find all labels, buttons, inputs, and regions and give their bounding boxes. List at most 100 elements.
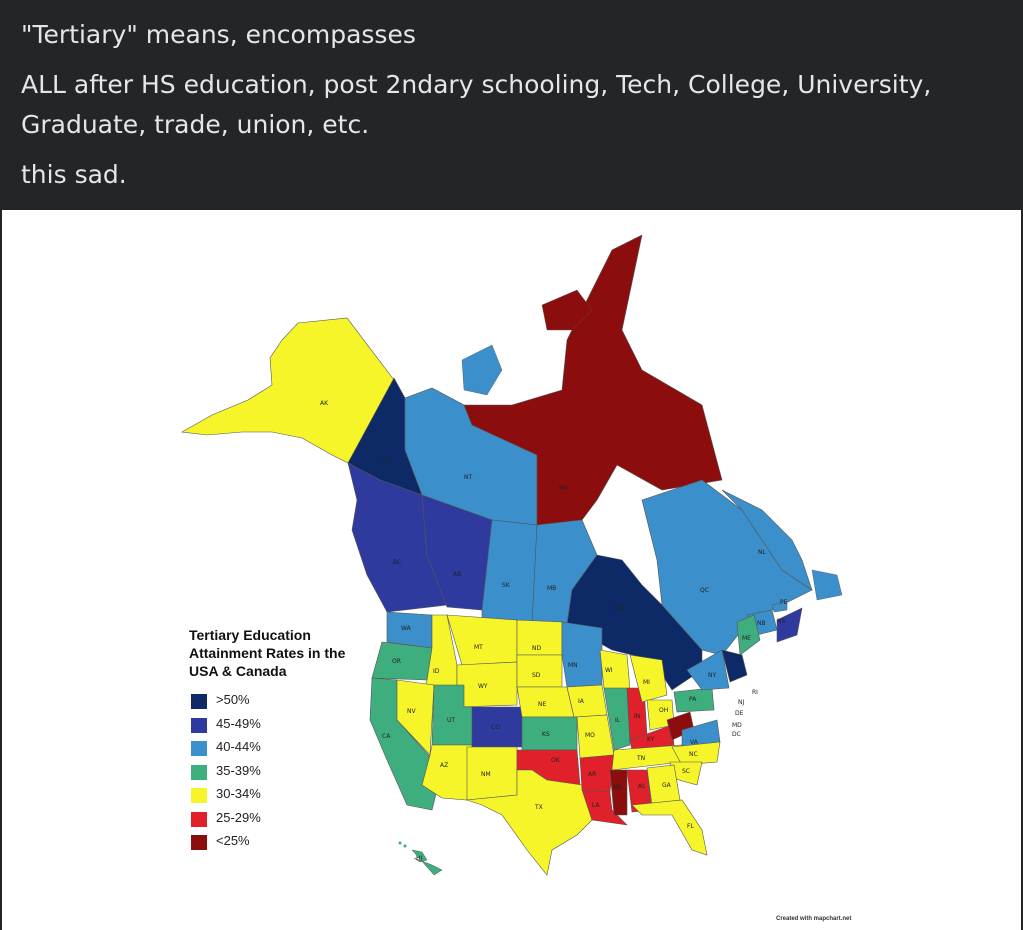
label-wy: WY	[478, 683, 488, 690]
post-line-2: ALL after HS education, post 2ndary scho…	[21, 70, 932, 99]
label-wi: WI	[605, 667, 613, 674]
legend-label: <25%	[216, 833, 250, 848]
region-ia	[566, 684, 608, 718]
label-ne: NE	[538, 701, 546, 708]
label-md: MD	[732, 722, 742, 729]
post-line-3: Graduate, trade, union, etc.	[21, 110, 370, 139]
legend-item: 25-29%	[189, 808, 389, 832]
label-tx: TX	[534, 804, 543, 811]
label-mi: MI	[643, 679, 650, 686]
region-fl	[631, 799, 708, 856]
label-az: AZ	[440, 762, 448, 769]
label-yt: YT	[381, 458, 390, 465]
legend-item: >50%	[189, 690, 389, 714]
label-ri: RI	[752, 689, 758, 696]
region-ne-states	[721, 649, 748, 683]
label-co: CO	[491, 724, 500, 731]
region-ms	[609, 769, 628, 816]
label-hi: HI	[416, 855, 423, 862]
label-sc: SC	[682, 768, 690, 775]
legend-swatch	[191, 811, 207, 827]
region-mt	[446, 614, 518, 666]
region-pa	[673, 687, 715, 713]
label-mb: MB	[547, 585, 556, 592]
legend-swatch	[191, 835, 207, 850]
label-al: AL	[638, 783, 646, 790]
region-tx	[466, 769, 593, 876]
legend-swatch	[191, 717, 207, 733]
label-ab: AB	[453, 571, 461, 578]
map-credit: Created with mapchart.net	[776, 916, 852, 922]
label-qc: QC	[700, 587, 709, 594]
region-mi	[629, 654, 668, 703]
label-nt: NT	[464, 474, 472, 481]
legend-title-line-2: Attainment Rates in the	[189, 645, 346, 661]
label-nj: NJ	[738, 699, 744, 706]
legend-label: 25-29%	[216, 809, 261, 825]
legend-title-line-1: Tertiary Education	[189, 627, 311, 643]
legend-item: <25%	[189, 831, 389, 855]
region-ny	[686, 649, 730, 691]
region-ar	[579, 754, 615, 793]
region-nu-islands	[541, 289, 593, 331]
map-image[interactable]: AK YT NT NU BC AB SK MB ON QC NL PE NS N…	[2, 210, 1021, 930]
label-mt: MT	[474, 644, 483, 651]
legend-item: 40-44%	[189, 737, 389, 761]
legend-item: 35-39%	[189, 761, 389, 785]
label-nl: NL	[758, 549, 766, 556]
label-nm: NM	[481, 771, 491, 778]
region-nl	[721, 489, 813, 591]
region-nm	[466, 746, 518, 801]
region-nl-island	[811, 569, 843, 601]
label-ny: NY	[708, 672, 716, 679]
label-il: IL	[615, 717, 621, 724]
label-ia: IA	[578, 698, 585, 705]
legend-title-line-3: USA & Canada	[189, 663, 287, 679]
label-nc: NC	[689, 751, 698, 758]
label-ks: KS	[542, 731, 550, 738]
label-nb: NB	[757, 620, 766, 627]
region-il	[603, 687, 631, 751]
region-ns	[776, 607, 803, 643]
label-ut: UT	[447, 717, 455, 724]
map-svg: AK YT NT NU BC AB SK MB ON QC NL PE NS N…	[181, 234, 843, 876]
legend-label: >50%	[216, 692, 250, 707]
label-in: IN	[634, 713, 640, 720]
label-ns: NS	[777, 618, 785, 625]
legend-swatch	[191, 741, 207, 756]
legend-label: 35-39%	[216, 762, 261, 778]
label-or: OR	[392, 658, 401, 665]
map-legend: Tertiary Education Attainment Rates in t…	[189, 626, 389, 855]
label-de: DE	[735, 710, 744, 717]
region-hi	[411, 849, 443, 876]
legend-swatch	[191, 764, 207, 780]
label-nu: NU	[559, 485, 568, 492]
label-mn: MN	[568, 662, 578, 669]
region-pe	[771, 601, 788, 613]
label-dc: DC	[732, 731, 741, 738]
label-nd: ND	[532, 645, 541, 652]
legend-label: 30-34%	[216, 786, 261, 801]
region-mn	[561, 621, 603, 688]
label-pa: PA	[689, 696, 697, 703]
region-hi-dot-1	[398, 841, 402, 845]
label-ok: OK	[551, 757, 561, 764]
label-sd: SD	[532, 672, 541, 679]
region-nt-islands	[461, 344, 503, 396]
legend-swatch	[191, 694, 207, 709]
region-ab	[421, 494, 493, 611]
label-on: ON	[615, 605, 624, 612]
post-line-4: this sad.	[21, 160, 127, 189]
label-ar: AR	[588, 771, 596, 778]
post-line-1: "Tertiary" means, encompasses	[21, 20, 416, 49]
label-bc: BC	[393, 559, 401, 566]
label-pe: PE	[780, 599, 788, 606]
region-nc	[671, 741, 721, 766]
label-ky: KY	[647, 736, 655, 743]
label-sk: SK	[502, 582, 511, 589]
label-me: ME	[742, 635, 751, 642]
label-fl: FL	[687, 823, 694, 830]
label-nv: NV	[407, 708, 416, 715]
legend-item: 45-49%	[189, 714, 389, 738]
region-ky	[629, 724, 675, 751]
